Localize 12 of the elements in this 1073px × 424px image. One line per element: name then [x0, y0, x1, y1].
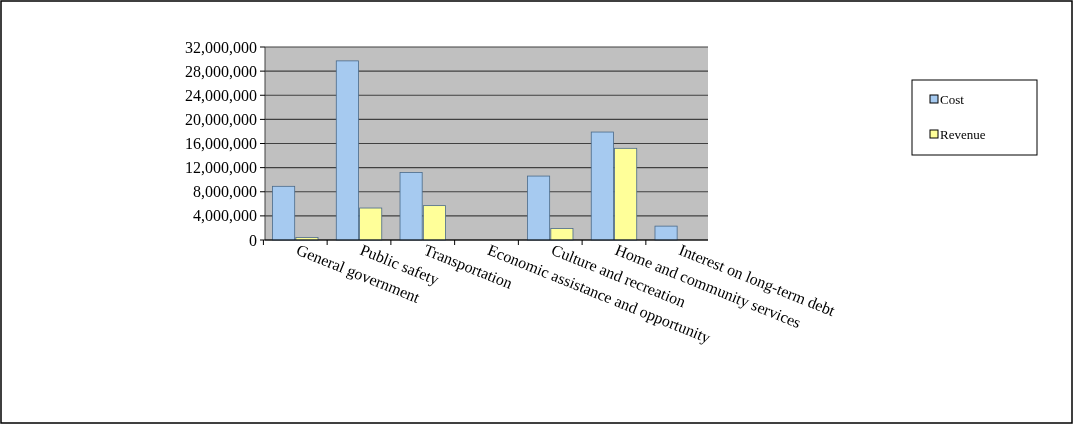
- legend-label: Cost: [940, 91, 965, 107]
- y-tick-label: 20,000,000: [185, 110, 257, 128]
- y-tick-label: 0: [249, 231, 257, 249]
- y-tick-label: 12,000,000: [185, 159, 257, 177]
- y-tick-label: 28,000,000: [185, 62, 257, 80]
- y-tick-label: 4,000,000: [193, 207, 257, 225]
- y-tick-label: 32,000,000: [185, 38, 257, 56]
- y-tick-label: 16,000,000: [185, 135, 257, 153]
- y-tick-label: 24,000,000: [185, 86, 257, 104]
- y-tick-label: 8,000,000: [193, 183, 257, 201]
- legend-label: Revenue: [940, 126, 986, 142]
- bar: [654, 225, 678, 241]
